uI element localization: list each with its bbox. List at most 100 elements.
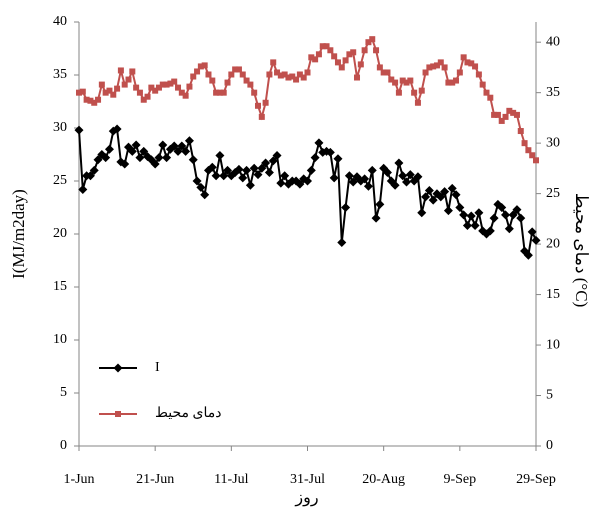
data-point: [101, 153, 111, 163]
data-point: [346, 51, 353, 58]
data-point: [91, 99, 98, 106]
data-point: [154, 153, 164, 163]
data-point: [531, 235, 541, 245]
data-point: [315, 51, 322, 58]
x-tick-label: 11-Jul: [214, 472, 249, 487]
data-point: [402, 177, 412, 187]
data-point: [392, 79, 399, 86]
y-tick-label: 35: [53, 67, 67, 82]
data-point: [120, 159, 130, 169]
data-point: [148, 84, 155, 91]
data-point: [449, 79, 456, 86]
data-point: [424, 186, 434, 196]
data-point: [512, 205, 522, 215]
data-point: [529, 152, 536, 159]
x-tick-label: 21-Jun: [136, 472, 174, 487]
y2-tick-label: 25: [546, 186, 560, 201]
data-point: [175, 84, 182, 91]
data-point: [295, 179, 305, 189]
data-point: [78, 184, 88, 194]
data-point: [281, 71, 288, 78]
data-point: [114, 85, 121, 92]
data-point: [163, 81, 170, 88]
data-point: [329, 173, 339, 183]
data-point: [192, 176, 202, 186]
data-point: [83, 96, 90, 103]
data-point: [112, 124, 122, 134]
data-point: [464, 59, 471, 66]
data-point: [272, 151, 282, 161]
y-tick-label: 40: [53, 14, 67, 29]
data-point: [139, 146, 149, 156]
y2-tick-label: 5: [546, 388, 553, 403]
data-point: [483, 89, 490, 96]
x-tick-label: 20-Aug: [362, 472, 405, 487]
data-point: [261, 158, 271, 168]
data-point: [510, 109, 517, 116]
data-point: [331, 53, 338, 60]
data-point: [414, 99, 421, 106]
data-point: [474, 208, 484, 218]
data-point: [211, 171, 221, 181]
data-point: [219, 171, 229, 181]
x-tick-label: 29-Sep: [516, 472, 556, 487]
data-point: [238, 173, 248, 183]
legend-label: دمای محیط: [155, 406, 222, 421]
data-point: [277, 72, 284, 79]
data-point: [167, 80, 174, 87]
data-point: [224, 79, 231, 86]
data-point: [342, 57, 349, 64]
data-point: [289, 73, 296, 80]
data-point: [242, 165, 252, 175]
data-point: [456, 69, 463, 76]
data-point: [462, 221, 472, 231]
data-point: [380, 69, 387, 76]
data-point: [144, 93, 151, 100]
data-point: [258, 113, 265, 120]
data-point: [440, 187, 450, 197]
data-point: [194, 68, 201, 75]
data-point: [491, 111, 498, 118]
y-axis-title: I(MJ/m2day): [9, 189, 28, 279]
data-point: [150, 159, 160, 169]
data-point: [205, 71, 212, 78]
data-point: [327, 47, 334, 54]
data-point: [129, 68, 136, 75]
data-point: [447, 183, 457, 193]
data-point: [390, 180, 400, 190]
data-point: [479, 81, 486, 88]
data-point: [184, 136, 194, 146]
data-point: [274, 69, 281, 76]
data-point: [341, 203, 351, 212]
data-point: [140, 96, 147, 103]
data-point: [506, 107, 513, 114]
data-point: [504, 224, 514, 234]
data-point: [494, 111, 501, 118]
y2-tick-label: 35: [546, 85, 560, 100]
data-point: [169, 141, 179, 151]
data-point: [306, 165, 316, 175]
data-point: [344, 171, 354, 181]
data-point: [403, 79, 410, 86]
data-point: [413, 172, 423, 182]
data-point: [74, 125, 84, 135]
data-point: [360, 174, 370, 184]
data-point: [466, 211, 476, 221]
data-point: [245, 180, 255, 190]
data-point: [253, 170, 263, 180]
data-point: [363, 181, 373, 191]
data-point: [131, 140, 141, 150]
data-point: [437, 59, 444, 66]
data-point: [249, 163, 259, 173]
data-point: [188, 155, 198, 165]
y2-tick-label: 20: [546, 236, 560, 251]
data-point: [247, 81, 254, 88]
data-point: [314, 138, 324, 148]
data-point: [521, 140, 528, 147]
data-point: [200, 190, 210, 200]
data-point: [455, 203, 465, 212]
data-point: [498, 117, 505, 124]
data-point: [516, 213, 526, 223]
y2-tick-label: 30: [546, 135, 560, 150]
